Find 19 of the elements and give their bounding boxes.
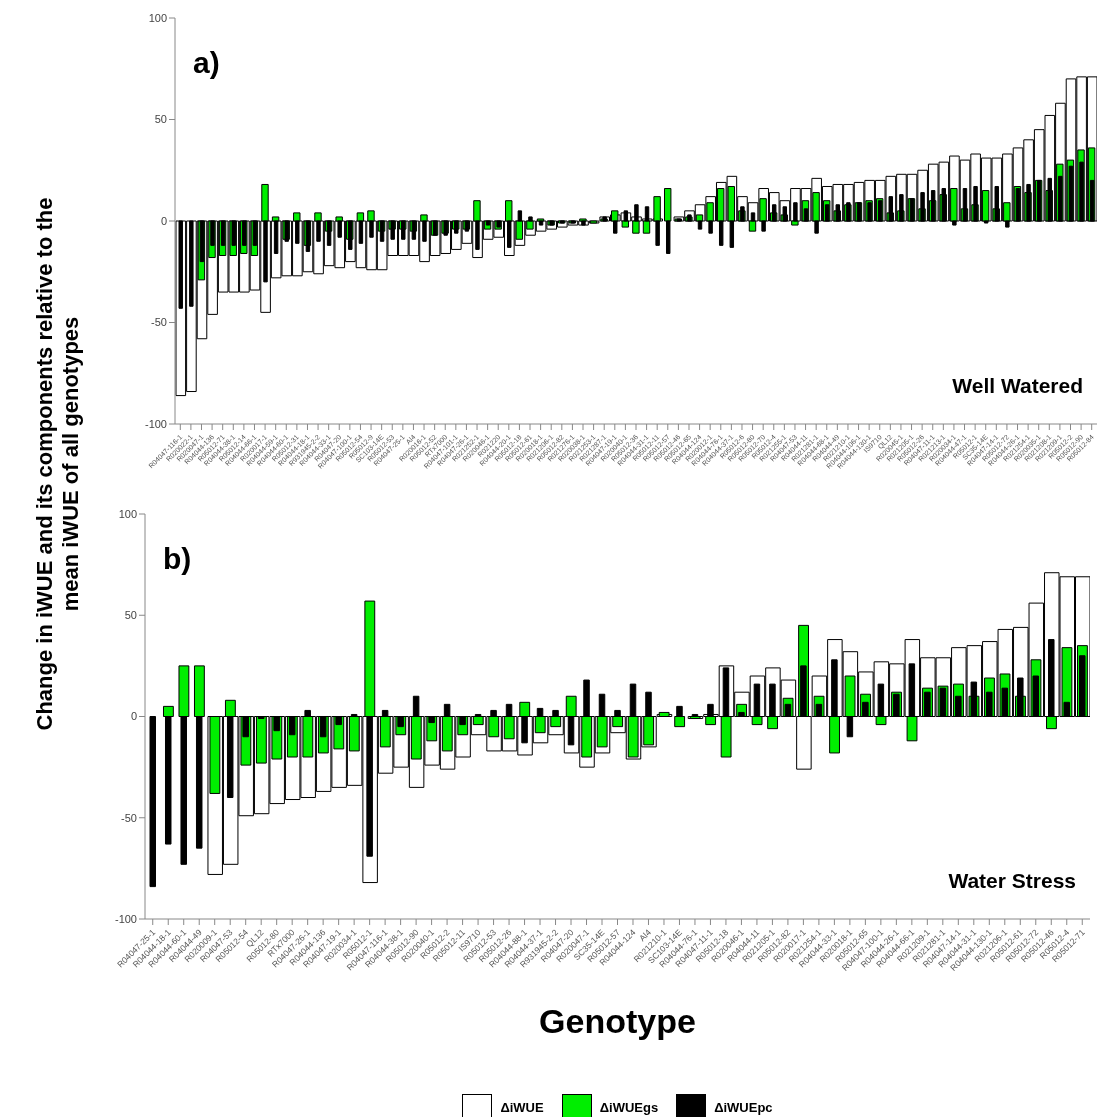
y-tick-label: 100	[118, 507, 137, 520]
x-axis-title: Genotype	[538, 1002, 697, 1041]
annotation: b)	[163, 542, 192, 576]
y-tick-label: 0	[160, 214, 167, 227]
annotation: Water Stress	[948, 869, 1076, 893]
y-tick-label: 0	[130, 710, 137, 723]
y-tick-label: -100	[144, 417, 167, 430]
y-tick-label: -100	[114, 912, 137, 925]
y-tick-label: -50	[121, 811, 137, 824]
y-axis-title: Change in iWUE and its components relative to the mean iWUE of all genotypes	[32, 196, 84, 733]
y-tick-label: -50	[151, 316, 167, 329]
legend-label: ΔiWUE	[500, 1099, 544, 1115]
y-tick-label: 50	[124, 609, 137, 622]
y-tick-label: 50	[154, 113, 167, 126]
annotation: a)	[193, 46, 220, 80]
legend-label: ΔiWUEgs	[599, 1099, 659, 1115]
y-tick-label: 100	[148, 11, 167, 24]
annotation: Well Watered	[952, 374, 1083, 398]
legend-label: ΔiWUEpc	[714, 1099, 773, 1115]
